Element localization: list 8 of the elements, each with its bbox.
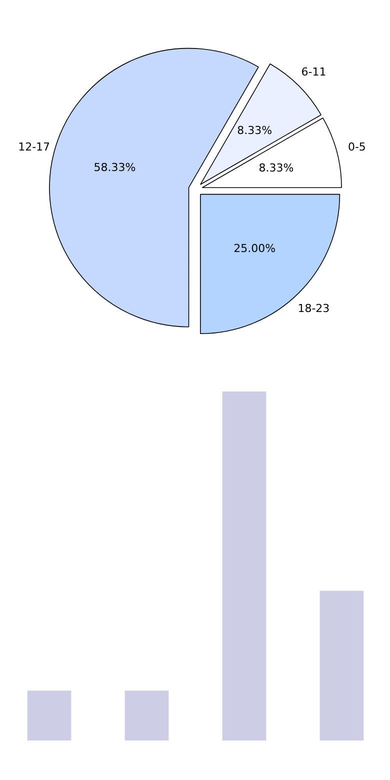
data-label: 8.33%: [237, 124, 272, 137]
slice-label: 0-5: [348, 140, 366, 154]
slice-label: 6-11: [301, 66, 326, 79]
slice-label: 12-17: [18, 140, 50, 154]
data-label: 58.33%: [94, 161, 136, 174]
slice-label: 18-23: [298, 302, 330, 316]
data-label: 8.33%: [258, 161, 294, 174]
data-label: 25.00%: [234, 242, 276, 256]
